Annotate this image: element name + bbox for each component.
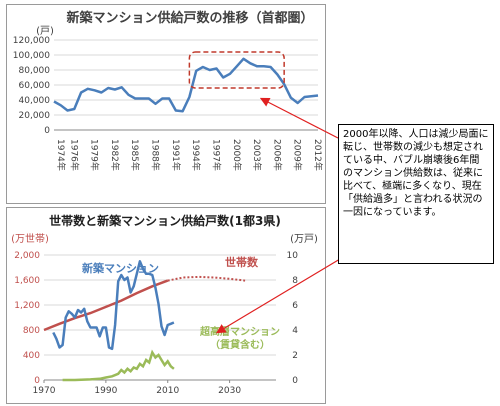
x-tick-label: 2003年 bbox=[251, 139, 263, 171]
y-tick-label: 100,000 bbox=[13, 51, 50, 61]
x-tick-label: 2012年 bbox=[312, 139, 324, 171]
left-y-tick-label: 400 bbox=[23, 351, 40, 361]
y-tick-label: 40,000 bbox=[19, 96, 51, 106]
series-line-mansion bbox=[52, 260, 175, 351]
left-y-tick-label: 800 bbox=[23, 326, 40, 336]
x-tick-label: 1990 bbox=[94, 386, 117, 396]
right-y-tick-label: 6 bbox=[292, 301, 298, 311]
y-tick-label: 120,000 bbox=[13, 36, 50, 46]
series-line-households-projection bbox=[167, 275, 246, 282]
legend-label-high-rise-line2: （賃貸含む） bbox=[210, 338, 270, 351]
x-tick-label: 1974年 bbox=[55, 139, 67, 171]
x-tick-label: 2000年 bbox=[231, 139, 243, 171]
arrow-to-top-chart bbox=[259, 97, 339, 139]
left-y-tick-label: 2,000 bbox=[14, 251, 40, 261]
x-tick-label: 2030 bbox=[218, 386, 241, 396]
right-y-tick-label: 4 bbox=[292, 326, 298, 336]
x-tick-label: 1982年 bbox=[109, 139, 121, 171]
right-y-tick-label: 0 bbox=[292, 376, 298, 386]
arrow-to-bottom-chart bbox=[215, 255, 346, 334]
annotation-note: 2000年以降、人口は減少局面に転じ、世帯数の減少も想定されている中、バブル崩壊… bbox=[338, 124, 494, 264]
y-tick-label: 60,000 bbox=[19, 81, 51, 91]
x-tick-label: 1994年 bbox=[190, 139, 202, 171]
y-tick-label: 0 bbox=[44, 126, 50, 136]
left-y-tick-label: 0 bbox=[34, 376, 40, 386]
note-text: 2000年以降、人口は減少局面に転じ、世帯数の減少も想定されている中、バブル崩壊… bbox=[343, 129, 489, 218]
left-y-tick-label: 1,200 bbox=[14, 301, 40, 311]
x-tick-label: 2006年 bbox=[271, 139, 283, 171]
y-axis-unit: (戸) bbox=[36, 25, 54, 37]
series-line-high-rise bbox=[62, 349, 175, 382]
x-tick-label: 1979年 bbox=[89, 139, 101, 171]
x-tick-label: 1991年 bbox=[170, 139, 182, 171]
y-tick-label: 80,000 bbox=[19, 66, 51, 76]
x-tick-label: 1970 bbox=[33, 386, 56, 396]
x-tick-label: 2009年 bbox=[292, 139, 304, 171]
chart-title: 世帯数と新築マンション供給戸数(1都3県) bbox=[49, 213, 281, 228]
right-y-tick-label: 2 bbox=[292, 351, 298, 361]
right-axis-unit: (万戸) bbox=[290, 233, 318, 245]
x-tick-label: 2010 bbox=[156, 386, 179, 396]
right-y-tick-label: 10 bbox=[287, 251, 299, 261]
x-tick-label: 1988年 bbox=[150, 139, 162, 171]
x-tick-label: 1976年 bbox=[68, 139, 80, 171]
right-y-tick-label: 8 bbox=[292, 276, 298, 286]
x-tick-label: 1997年 bbox=[210, 139, 222, 171]
left-y-tick-label: 1,600 bbox=[14, 276, 40, 286]
legend-label-mansion: 新築マンション bbox=[82, 261, 159, 275]
left-axis-unit: (万世帯) bbox=[11, 232, 49, 245]
chart-title: 新築マンション供給戸数の推移（首都圏） bbox=[66, 10, 313, 26]
x-tick-label: 1985年 bbox=[129, 139, 141, 171]
y-tick-label: 20,000 bbox=[19, 111, 51, 121]
legend-label-households: 世帯数 bbox=[225, 255, 259, 269]
highlight-box bbox=[188, 51, 285, 89]
series-line bbox=[53, 57, 319, 113]
